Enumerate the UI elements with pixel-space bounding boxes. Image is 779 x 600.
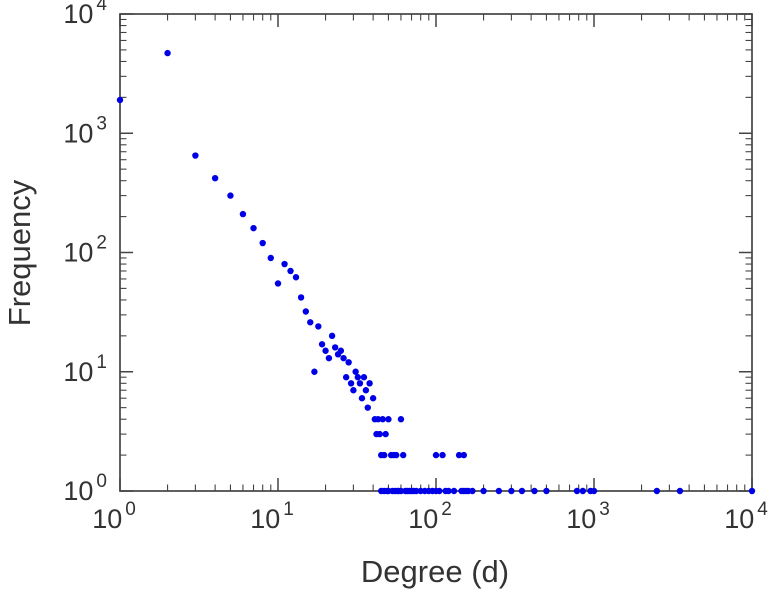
x-tick-label: 10 0 <box>92 499 136 534</box>
data-point <box>302 308 310 315</box>
tick-exponent: 1 <box>283 499 294 520</box>
data-point <box>322 347 329 354</box>
data-point <box>748 487 756 495</box>
data-point <box>508 487 515 495</box>
data-point <box>436 487 443 495</box>
data-point <box>573 487 581 495</box>
tick-exponent: 0 <box>96 471 107 492</box>
data-point <box>382 430 389 438</box>
data-point <box>116 96 124 104</box>
data-point <box>450 487 458 495</box>
data-point <box>352 368 359 375</box>
tick-exponent: 2 <box>441 499 452 520</box>
data-point <box>227 192 234 199</box>
data-point <box>345 359 352 366</box>
data-point <box>385 416 392 423</box>
y-tick-label: 10 1 <box>63 352 107 387</box>
x-tick-label: 10 1 <box>250 499 294 534</box>
tick-exponent: 4 <box>757 499 768 520</box>
data-point <box>325 354 333 362</box>
data-point <box>380 451 388 459</box>
data-point <box>315 323 322 330</box>
data-point <box>292 274 300 281</box>
data-point <box>347 380 355 387</box>
data-point <box>518 487 526 495</box>
data-point <box>164 49 171 57</box>
data-point <box>590 487 598 495</box>
data-point <box>340 354 347 362</box>
x-tick-label: 10 3 <box>566 499 610 534</box>
data-point <box>531 487 538 495</box>
data-point <box>287 267 294 275</box>
y-axis-title: Frequency <box>2 179 37 327</box>
data-point <box>469 487 476 495</box>
data-point <box>239 210 247 218</box>
data-point <box>460 451 468 459</box>
data-point <box>360 374 368 381</box>
data-point <box>250 224 257 232</box>
tick-exponent: 4 <box>96 0 107 15</box>
data-point <box>281 260 288 268</box>
data-point <box>676 487 684 495</box>
data-point <box>376 430 383 438</box>
data-point <box>397 487 405 495</box>
data-point <box>439 451 446 459</box>
plot-frame <box>119 13 753 492</box>
data-point <box>211 174 219 182</box>
y-tick-label: 10 2 <box>63 233 107 268</box>
data-point <box>337 347 345 354</box>
data-point <box>358 395 366 402</box>
tick-exponent: 0 <box>125 499 136 520</box>
data-point <box>267 254 274 262</box>
data-point <box>311 368 318 375</box>
data-point <box>579 487 587 495</box>
data-point <box>318 341 326 348</box>
tick-exponent: 1 <box>96 352 107 373</box>
data-point <box>480 487 487 495</box>
data-point <box>397 416 405 423</box>
tick-exponent: 3 <box>96 113 107 134</box>
data-point <box>432 451 440 459</box>
data-point <box>399 451 407 459</box>
tick-exponent: 2 <box>96 233 107 254</box>
data-point <box>356 380 364 387</box>
data-point <box>393 451 400 459</box>
tick-exponent: 3 <box>599 499 610 520</box>
x-tick-label: 10 4 <box>724 499 768 534</box>
data-point <box>192 152 199 159</box>
data-point <box>342 374 350 381</box>
data-point <box>297 294 305 301</box>
data-point <box>495 487 503 495</box>
data-point <box>445 487 452 495</box>
data-point <box>379 416 386 423</box>
data-point <box>369 395 377 402</box>
data-point <box>366 380 373 387</box>
y-tick-label: 10 3 <box>63 113 107 148</box>
data-point <box>455 451 463 459</box>
y-tick-label: 10 0 <box>63 471 107 506</box>
data-point <box>350 387 357 394</box>
data-point <box>374 416 382 423</box>
x-axis-title: Degree (d) <box>360 554 510 589</box>
data-point <box>274 280 282 287</box>
data-point <box>543 487 550 495</box>
y-tick-label: 10 4 <box>63 0 107 29</box>
data-point <box>364 404 371 411</box>
data-point <box>259 239 266 247</box>
data-point <box>307 319 314 326</box>
data-point <box>354 374 362 381</box>
data-point <box>362 387 370 394</box>
x-tick-label: 10 2 <box>408 499 452 534</box>
data-point <box>413 487 420 495</box>
data-point <box>331 344 339 351</box>
data-point <box>653 487 661 495</box>
data-point <box>328 332 336 340</box>
